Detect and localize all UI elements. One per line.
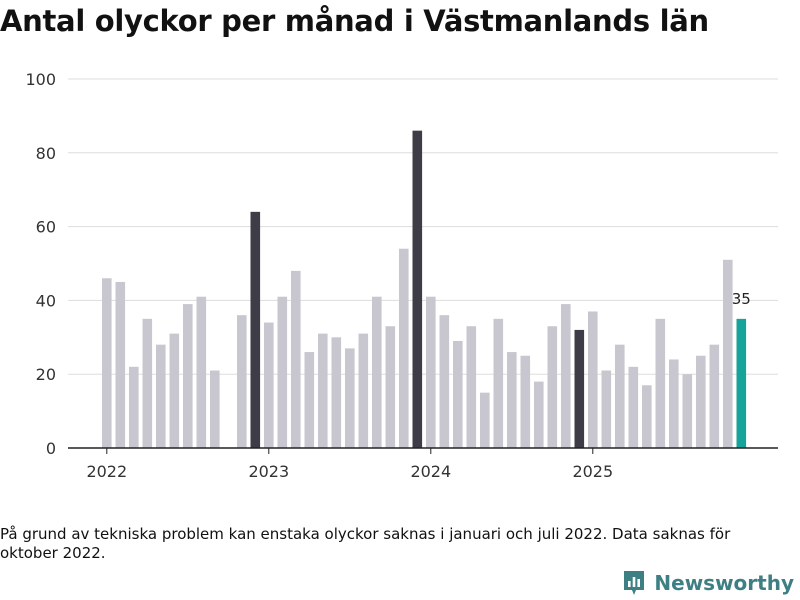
bar-2025-09[interactable] xyxy=(696,355,706,448)
bar-2022-12[interactable] xyxy=(250,211,261,448)
bar-2023-10[interactable] xyxy=(385,326,396,448)
bar-2025-04[interactable] xyxy=(628,366,639,448)
bar-2023-12[interactable] xyxy=(412,130,423,448)
x-tick-label: 2022 xyxy=(86,462,127,481)
y-tick-label: 0 xyxy=(46,439,56,458)
x-tick-label: 2023 xyxy=(248,462,289,481)
y-axis-ticks: 0 20 40 60 80 100 xyxy=(25,70,56,458)
bar-2025-03[interactable] xyxy=(615,344,625,448)
gridlines xyxy=(68,78,778,375)
bar-2023-09[interactable] xyxy=(372,296,382,448)
bar-2024-07[interactable] xyxy=(507,352,517,448)
bar-2022-05[interactable] xyxy=(156,344,166,448)
chart-title: Antal olyckor per månad i Västmanlands l… xyxy=(0,4,709,38)
data-label: 35 xyxy=(732,290,751,308)
bar-2022-06[interactable] xyxy=(169,333,180,448)
bar-2023-01[interactable] xyxy=(264,322,274,448)
bar-2022-09[interactable] xyxy=(210,370,220,448)
bar-2025-05[interactable] xyxy=(642,385,652,448)
bar-2024-02[interactable] xyxy=(439,315,450,448)
bar-2024-03[interactable] xyxy=(453,340,463,448)
y-tick-label: 20 xyxy=(36,365,56,384)
x-tick-label: 2024 xyxy=(410,462,451,481)
x-axis-ticks: 2022 2023 2024 2025 xyxy=(86,448,613,481)
x-tick-label: 2025 xyxy=(572,462,613,481)
brand-name: Newsworthy xyxy=(654,571,794,595)
bar-2023-08[interactable] xyxy=(358,333,369,448)
bar-2023-06[interactable] xyxy=(331,337,342,448)
bar-2022-07[interactable] xyxy=(183,304,193,448)
footnote: På grund av tekniska problem kan enstaka… xyxy=(0,525,731,562)
y-tick-label: 40 xyxy=(36,291,56,310)
y-tick-label: 100 xyxy=(25,70,56,89)
bar-2023-04[interactable] xyxy=(304,352,315,448)
bar-2024-01[interactable] xyxy=(426,296,436,448)
bar-2025-11[interactable] xyxy=(723,259,733,448)
bar-2025-10[interactable] xyxy=(709,344,720,448)
bar-2022-03[interactable] xyxy=(129,366,139,448)
data-labels: 35 xyxy=(732,290,751,308)
bar-2022-01[interactable] xyxy=(102,278,112,448)
bar-2024-12[interactable] xyxy=(574,329,585,448)
bar-2023-07[interactable] xyxy=(345,348,355,448)
bar-2025-01[interactable] xyxy=(588,311,598,448)
y-tick-label: 60 xyxy=(36,218,56,237)
bar-2025-08[interactable] xyxy=(682,374,693,448)
bar-2022-04[interactable] xyxy=(142,318,153,448)
bars xyxy=(102,130,747,448)
y-tick-label: 80 xyxy=(36,144,56,163)
bar-2024-09[interactable] xyxy=(534,381,544,448)
brand[interactable]: Newsworthy xyxy=(622,569,794,597)
bar-2023-11[interactable] xyxy=(399,248,409,448)
newsworthy-logo-icon xyxy=(624,571,645,595)
bar-2024-10[interactable] xyxy=(547,326,558,448)
bar-2025-02[interactable] xyxy=(601,370,612,448)
bar-2022-02[interactable] xyxy=(115,281,126,448)
bar-2024-06[interactable] xyxy=(493,318,504,448)
bar-2024-05[interactable] xyxy=(480,392,490,448)
bar-2022-08[interactable] xyxy=(196,296,207,448)
bar-2023-02[interactable] xyxy=(277,296,288,448)
bar-2022-11[interactable] xyxy=(237,315,247,448)
bar-2025-07[interactable] xyxy=(669,359,679,448)
bar-2025-12[interactable] xyxy=(736,318,747,448)
bar-2024-11[interactable] xyxy=(561,304,571,448)
bar-2024-04[interactable] xyxy=(466,326,477,448)
bar-2024-08[interactable] xyxy=(520,355,531,448)
bar-2025-06[interactable] xyxy=(655,318,666,448)
bar-2023-05[interactable] xyxy=(318,333,328,448)
bar-2023-03[interactable] xyxy=(291,270,301,448)
